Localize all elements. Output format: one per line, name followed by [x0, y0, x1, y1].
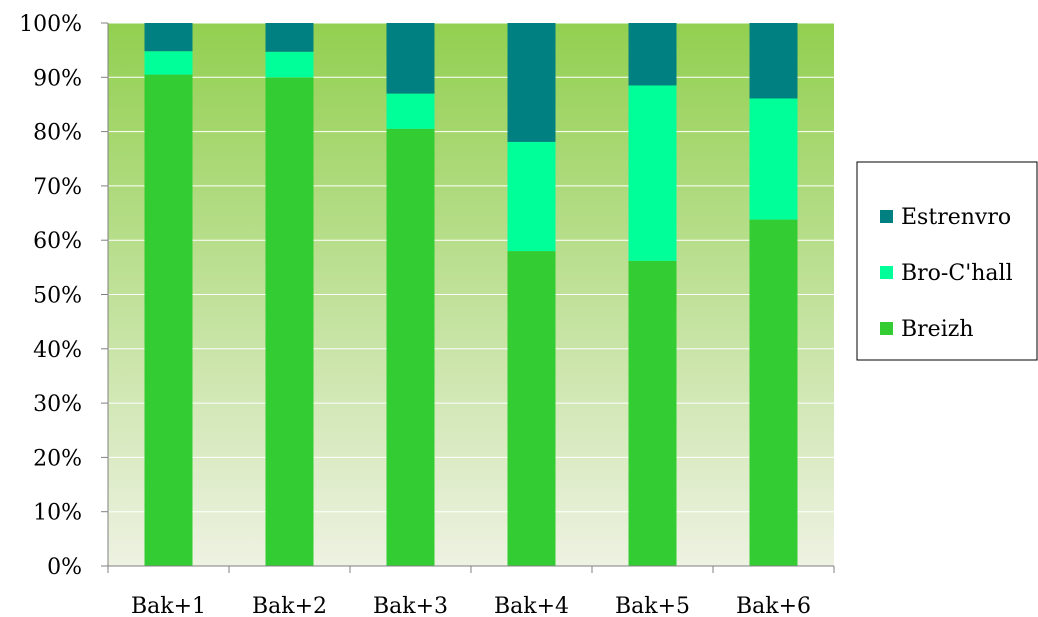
bar-estrenvro-bak-1 — [144, 23, 193, 52]
axes — [107, 23, 834, 567]
y-tick-label: 20% — [33, 446, 82, 471]
bar-breizh-bak-1 — [144, 74, 193, 567]
bar-breizh-bak-6 — [749, 219, 798, 567]
y-tick-labels: 0% 10% 20% 30% 40% 50% 60% 70% 80% 90% 100% — [19, 12, 82, 580]
y-tick-label: 0% — [47, 555, 82, 580]
y-tick-label: 10% — [33, 501, 82, 526]
bar-bro-c-hall-bak-5 — [628, 85, 677, 261]
x-tick-label: Bak+1 — [131, 594, 206, 617]
legend-label: Bro-C'hall — [901, 261, 1013, 286]
y-tick-label: 70% — [33, 175, 82, 200]
y-tick-label: 50% — [33, 284, 82, 309]
y-tick-label: 80% — [33, 121, 82, 146]
x-tick-label: Bak+5 — [615, 594, 690, 617]
legend-label: Breizh — [901, 317, 974, 342]
bar-estrenvro-bak-3 — [386, 23, 435, 94]
bar-bro-c-hall-bak-2 — [265, 51, 314, 78]
x-tick-label: Bak+6 — [736, 594, 811, 617]
y-tick-label: 90% — [33, 66, 82, 91]
legend: Estrenvro Bro-C'hall Breizh — [856, 161, 1038, 361]
bar-bro-c-hall-bak-1 — [144, 51, 193, 75]
bar-estrenvro-bak-4 — [507, 23, 556, 142]
grid-lines — [101, 22, 835, 573]
y-tick-label: 30% — [33, 392, 82, 417]
x-tick-label: Bak+2 — [252, 594, 327, 617]
bar-bro-c-hall-bak-6 — [749, 98, 798, 220]
bar-breizh-bak-2 — [265, 77, 314, 567]
bar-breizh-bak-3 — [386, 128, 435, 566]
legend-swatch — [880, 266, 893, 279]
bar-bro-c-hall-bak-4 — [507, 141, 556, 252]
bar-breizh-bak-5 — [628, 260, 677, 566]
bar-estrenvro-bak-5 — [628, 23, 677, 86]
x-tick-labels: Bak+1 Bak+2 Bak+3 Bak+4 Bak+5 Bak+6 — [131, 594, 811, 617]
bar-estrenvro-bak-6 — [749, 23, 798, 99]
x-tick-label: Bak+3 — [373, 594, 448, 617]
bar-estrenvro-bak-2 — [265, 23, 314, 52]
y-tick-label: 60% — [33, 229, 82, 254]
bars — [144, 23, 798, 567]
y-tick-label: 40% — [33, 338, 82, 363]
x-tick-label: Bak+4 — [494, 594, 569, 617]
bar-bro-c-hall-bak-3 — [386, 93, 435, 129]
y-tick-label: 100% — [19, 12, 82, 37]
legend-label: Estrenvro — [901, 205, 1011, 230]
bar-breizh-bak-4 — [507, 251, 556, 566]
legend-swatch — [880, 210, 893, 223]
legend-swatch — [880, 322, 893, 335]
